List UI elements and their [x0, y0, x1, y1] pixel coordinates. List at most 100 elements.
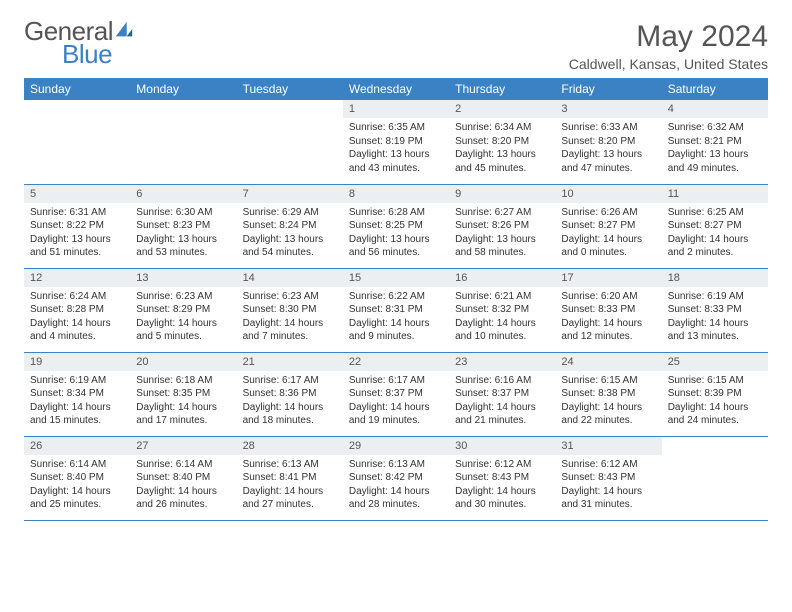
day-number: 27 — [130, 437, 236, 455]
calendar-cell: 14Sunrise: 6:23 AMSunset: 8:30 PMDayligh… — [237, 268, 343, 352]
calendar-cell: 27Sunrise: 6:14 AMSunset: 8:40 PMDayligh… — [130, 436, 236, 520]
day-number: 22 — [343, 353, 449, 371]
calendar-cell: 18Sunrise: 6:19 AMSunset: 8:33 PMDayligh… — [662, 268, 768, 352]
day-number: 18 — [662, 269, 768, 287]
calendar-cell: 28Sunrise: 6:13 AMSunset: 8:41 PMDayligh… — [237, 436, 343, 520]
day-details: Sunrise: 6:14 AMSunset: 8:40 PMDaylight:… — [130, 455, 236, 516]
day-details: Sunrise: 6:24 AMSunset: 8:28 PMDaylight:… — [24, 287, 130, 348]
day-number: 30 — [449, 437, 555, 455]
calendar-cell: 3Sunrise: 6:33 AMSunset: 8:20 PMDaylight… — [555, 100, 661, 184]
logo-text-blue: Blue — [62, 39, 112, 69]
day-number: 1 — [343, 100, 449, 118]
day-number: 31 — [555, 437, 661, 455]
day-details: Sunrise: 6:12 AMSunset: 8:43 PMDaylight:… — [449, 455, 555, 516]
calendar-cell: 31Sunrise: 6:12 AMSunset: 8:43 PMDayligh… — [555, 436, 661, 520]
calendar-cell: 19Sunrise: 6:19 AMSunset: 8:34 PMDayligh… — [24, 352, 130, 436]
logo: GeneralBlue — [24, 20, 134, 67]
day-number: 11 — [662, 185, 768, 203]
day-number: 28 — [237, 437, 343, 455]
day-details: Sunrise: 6:13 AMSunset: 8:42 PMDaylight:… — [343, 455, 449, 516]
calendar-cell — [24, 100, 130, 184]
calendar-cell: 30Sunrise: 6:12 AMSunset: 8:43 PMDayligh… — [449, 436, 555, 520]
calendar-cell: 16Sunrise: 6:21 AMSunset: 8:32 PMDayligh… — [449, 268, 555, 352]
calendar-cell: 15Sunrise: 6:22 AMSunset: 8:31 PMDayligh… — [343, 268, 449, 352]
day-details: Sunrise: 6:21 AMSunset: 8:32 PMDaylight:… — [449, 287, 555, 348]
calendar-cell: 1Sunrise: 6:35 AMSunset: 8:19 PMDaylight… — [343, 100, 449, 184]
calendar-cell: 6Sunrise: 6:30 AMSunset: 8:23 PMDaylight… — [130, 184, 236, 268]
calendar-cell — [130, 100, 236, 184]
day-number: 3 — [555, 100, 661, 118]
day-details: Sunrise: 6:29 AMSunset: 8:24 PMDaylight:… — [237, 203, 343, 264]
calendar-week-row: 1Sunrise: 6:35 AMSunset: 8:19 PMDaylight… — [24, 100, 768, 184]
day-details: Sunrise: 6:16 AMSunset: 8:37 PMDaylight:… — [449, 371, 555, 432]
page-subtitle: Caldwell, Kansas, United States — [569, 56, 768, 72]
weekday-header: Sunday — [24, 78, 130, 100]
day-details: Sunrise: 6:31 AMSunset: 8:22 PMDaylight:… — [24, 203, 130, 264]
day-number: 21 — [237, 353, 343, 371]
logo-sail-icon — [113, 27, 134, 44]
day-details: Sunrise: 6:17 AMSunset: 8:37 PMDaylight:… — [343, 371, 449, 432]
day-number: 6 — [130, 185, 236, 203]
day-details: Sunrise: 6:20 AMSunset: 8:33 PMDaylight:… — [555, 287, 661, 348]
calendar-week-row: 19Sunrise: 6:19 AMSunset: 8:34 PMDayligh… — [24, 352, 768, 436]
day-number: 26 — [24, 437, 130, 455]
day-number: 19 — [24, 353, 130, 371]
calendar-cell: 26Sunrise: 6:14 AMSunset: 8:40 PMDayligh… — [24, 436, 130, 520]
calendar-cell: 12Sunrise: 6:24 AMSunset: 8:28 PMDayligh… — [24, 268, 130, 352]
calendar-cell: 9Sunrise: 6:27 AMSunset: 8:26 PMDaylight… — [449, 184, 555, 268]
calendar-week-row: 26Sunrise: 6:14 AMSunset: 8:40 PMDayligh… — [24, 436, 768, 520]
calendar-cell: 7Sunrise: 6:29 AMSunset: 8:24 PMDaylight… — [237, 184, 343, 268]
calendar-cell — [662, 436, 768, 520]
weekday-header: Thursday — [449, 78, 555, 100]
calendar-cell — [237, 100, 343, 184]
calendar-cell: 25Sunrise: 6:15 AMSunset: 8:39 PMDayligh… — [662, 352, 768, 436]
day-details: Sunrise: 6:28 AMSunset: 8:25 PMDaylight:… — [343, 203, 449, 264]
day-number: 4 — [662, 100, 768, 118]
calendar-week-row: 5Sunrise: 6:31 AMSunset: 8:22 PMDaylight… — [24, 184, 768, 268]
day-details: Sunrise: 6:15 AMSunset: 8:39 PMDaylight:… — [662, 371, 768, 432]
day-details: Sunrise: 6:12 AMSunset: 8:43 PMDaylight:… — [555, 455, 661, 516]
weekday-header: Tuesday — [237, 78, 343, 100]
day-number: 9 — [449, 185, 555, 203]
day-details: Sunrise: 6:14 AMSunset: 8:40 PMDaylight:… — [24, 455, 130, 516]
day-number: 25 — [662, 353, 768, 371]
calendar-cell: 17Sunrise: 6:20 AMSunset: 8:33 PMDayligh… — [555, 268, 661, 352]
day-number: 20 — [130, 353, 236, 371]
day-number: 14 — [237, 269, 343, 287]
day-details: Sunrise: 6:32 AMSunset: 8:21 PMDaylight:… — [662, 118, 768, 179]
header: GeneralBlue May 2024 Caldwell, Kansas, Uni… — [24, 20, 768, 72]
calendar-week-row: 12Sunrise: 6:24 AMSunset: 8:28 PMDayligh… — [24, 268, 768, 352]
day-details: Sunrise: 6:35 AMSunset: 8:19 PMDaylight:… — [343, 118, 449, 179]
day-details: Sunrise: 6:23 AMSunset: 8:30 PMDaylight:… — [237, 287, 343, 348]
weekday-header: Friday — [555, 78, 661, 100]
day-details: Sunrise: 6:27 AMSunset: 8:26 PMDaylight:… — [449, 203, 555, 264]
page-title: May 2024 — [569, 20, 768, 54]
calendar-table: SundayMondayTuesdayWednesdayThursdayFrid… — [24, 78, 768, 521]
day-number: 29 — [343, 437, 449, 455]
day-number: 15 — [343, 269, 449, 287]
day-details: Sunrise: 6:33 AMSunset: 8:20 PMDaylight:… — [555, 118, 661, 179]
calendar-cell: 2Sunrise: 6:34 AMSunset: 8:20 PMDaylight… — [449, 100, 555, 184]
day-number: 23 — [449, 353, 555, 371]
day-details: Sunrise: 6:22 AMSunset: 8:31 PMDaylight:… — [343, 287, 449, 348]
day-details: Sunrise: 6:19 AMSunset: 8:34 PMDaylight:… — [24, 371, 130, 432]
calendar-body: 1Sunrise: 6:35 AMSunset: 8:19 PMDaylight… — [24, 100, 768, 520]
day-details: Sunrise: 6:34 AMSunset: 8:20 PMDaylight:… — [449, 118, 555, 179]
calendar-cell: 23Sunrise: 6:16 AMSunset: 8:37 PMDayligh… — [449, 352, 555, 436]
day-number: 16 — [449, 269, 555, 287]
day-number: 12 — [24, 269, 130, 287]
calendar-head: SundayMondayTuesdayWednesdayThursdayFrid… — [24, 78, 768, 100]
day-details: Sunrise: 6:19 AMSunset: 8:33 PMDaylight:… — [662, 287, 768, 348]
calendar-cell: 22Sunrise: 6:17 AMSunset: 8:37 PMDayligh… — [343, 352, 449, 436]
day-details: Sunrise: 6:15 AMSunset: 8:38 PMDaylight:… — [555, 371, 661, 432]
weekday-header: Saturday — [662, 78, 768, 100]
calendar-cell: 13Sunrise: 6:23 AMSunset: 8:29 PMDayligh… — [130, 268, 236, 352]
calendar-cell: 4Sunrise: 6:32 AMSunset: 8:21 PMDaylight… — [662, 100, 768, 184]
calendar-cell: 24Sunrise: 6:15 AMSunset: 8:38 PMDayligh… — [555, 352, 661, 436]
day-number: 24 — [555, 353, 661, 371]
day-number: 13 — [130, 269, 236, 287]
day-details: Sunrise: 6:26 AMSunset: 8:27 PMDaylight:… — [555, 203, 661, 264]
day-details: Sunrise: 6:13 AMSunset: 8:41 PMDaylight:… — [237, 455, 343, 516]
day-number: 10 — [555, 185, 661, 203]
day-details: Sunrise: 6:25 AMSunset: 8:27 PMDaylight:… — [662, 203, 768, 264]
